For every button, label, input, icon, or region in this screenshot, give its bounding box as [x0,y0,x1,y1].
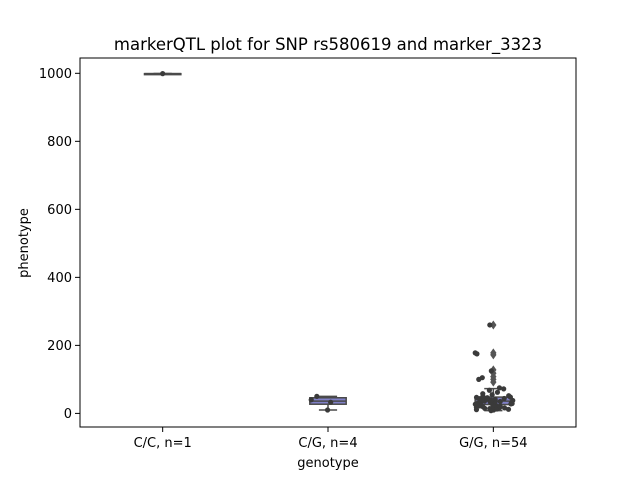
data-point [328,399,334,405]
data-point [479,375,485,381]
data-point [308,397,314,403]
y-tick-label: 600 [47,203,72,218]
data-point [501,405,508,411]
y-axis-label: phenotype [17,208,32,278]
data-point [472,350,478,356]
data-point [324,407,331,413]
data-point [488,368,494,374]
boxes-layer [143,72,513,412]
data-point [501,395,507,402]
data-point [494,389,501,395]
data-point [492,396,498,403]
y-tick-label: 400 [47,271,72,286]
data-point [480,391,486,397]
chart-title: markerQTL plot for SNP rs580619 and mark… [114,35,542,55]
data-point [506,393,512,399]
data-point [473,394,480,401]
y-tick-label: 0 [64,407,72,422]
y-tick-label: 1000 [39,67,72,82]
data-point [497,403,503,409]
x-tick-label: C/C, n=1 [134,436,192,451]
data-point [501,386,507,392]
data-point [505,406,512,412]
y-axis: 0 200 400 600 800 1000 [39,67,80,422]
data-point [314,393,320,399]
data-point [484,395,490,401]
x-tick-label: G/G, n=54 [459,436,527,451]
data-point [496,385,503,391]
x-axis-label: genotype [297,456,358,471]
data-point [160,71,166,77]
data-point [487,322,493,328]
data-point [486,387,493,393]
x-axis: C/C, n=1 C/G, n=4 G/G, n=54 [134,427,528,451]
points-layer [160,71,516,414]
x-tick-label: C/G, n=4 [298,436,357,451]
outlier-marker [490,348,497,358]
y-tick-label: 800 [47,135,72,150]
outlier-marker [490,320,497,330]
data-point [497,398,503,405]
plot-frame [79,57,577,428]
y-tick-label: 200 [47,339,72,354]
data-point [489,392,495,398]
